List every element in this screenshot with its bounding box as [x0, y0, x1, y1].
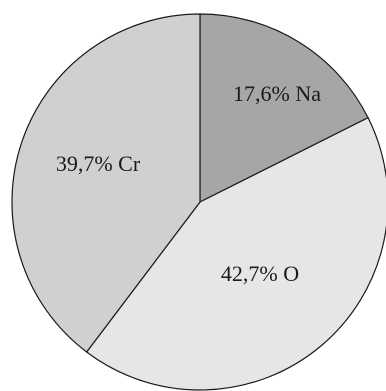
- pie-slice-na: [199, 13, 369, 203]
- pie-slice-o: [85, 116, 386, 391]
- pie-slices: [11, 13, 386, 391]
- slice-label-o: 42,7% O: [221, 261, 299, 286]
- pie-slice-cr: [11, 13, 201, 353]
- slice-label-cr: 39,7% Cr: [56, 151, 141, 176]
- slice-label-na: 17,6% Na: [233, 81, 321, 106]
- pie-labels: 17,6% Na 42,7% O 39,7% Cr: [56, 81, 321, 286]
